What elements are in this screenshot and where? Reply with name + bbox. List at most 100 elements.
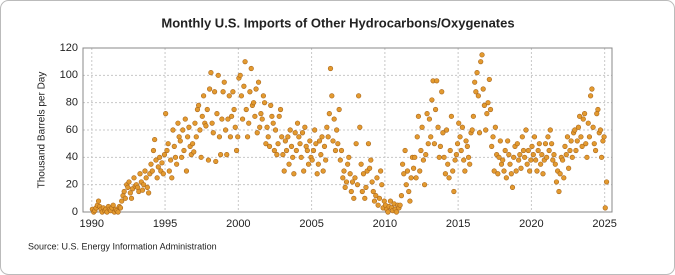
point [174,161,180,167]
point [159,160,165,166]
point [410,165,417,171]
point [205,157,212,163]
point [153,157,159,163]
point [171,143,177,149]
point [163,110,169,117]
point [170,127,176,133]
point [520,147,527,154]
point [474,69,480,76]
point [533,157,539,163]
point [589,86,595,92]
point [341,168,347,174]
point [166,168,172,174]
point [538,161,544,167]
point [585,120,591,126]
point [172,154,179,160]
point [484,110,490,117]
x-tick-label: 2010 [373,218,397,230]
point [476,130,483,136]
point [489,143,495,149]
point [536,141,542,147]
point [340,175,346,181]
x-tick-label: 2015 [446,218,470,230]
point [487,106,494,113]
point [285,134,291,140]
point [403,182,409,188]
point [196,102,202,108]
point [216,134,223,140]
point [121,188,127,195]
point [431,141,437,147]
point [442,171,448,177]
point [539,152,545,158]
point [567,147,573,154]
point [393,209,400,215]
point [592,147,599,154]
point [304,147,310,154]
point [379,182,385,188]
point [126,179,132,185]
point [428,134,434,140]
point [542,141,549,147]
point [323,157,329,163]
source-note: Source: U.S. Energy Information Administ… [28,241,217,251]
point [527,168,533,174]
point [277,106,284,113]
point [584,154,590,160]
point [146,190,152,196]
y-axis-label: Thousand Barrels per Day [37,72,48,189]
point [424,110,430,117]
point [316,138,323,144]
point [276,113,282,119]
point [293,147,299,154]
point [597,127,604,133]
point [225,116,231,122]
point [349,179,356,185]
point [509,184,516,190]
y-tick-label: 80 [66,97,78,109]
point [315,161,321,167]
point [226,93,232,99]
point [296,134,302,140]
point [297,141,303,147]
point [326,110,332,117]
point [281,168,287,174]
point [139,187,146,193]
point [230,89,236,95]
point [324,124,330,130]
point [268,102,274,108]
point [575,124,582,130]
point [412,154,418,160]
point [503,175,509,181]
point [258,110,264,117]
point [551,152,557,158]
point [241,83,247,89]
point [588,93,594,99]
point [450,168,456,174]
point [165,141,171,147]
point [564,134,571,140]
point [491,168,497,174]
point [131,175,137,181]
point [291,171,297,177]
point [209,120,215,126]
point [511,154,517,160]
point [371,198,378,204]
point [336,106,342,113]
point [347,171,353,177]
x-tick-label: 2000 [226,218,250,230]
point [222,127,229,133]
point [343,179,350,185]
point [519,134,525,140]
point [495,171,501,177]
point [531,134,538,140]
point [179,154,185,160]
point [239,116,246,122]
point [252,113,258,119]
point [508,171,514,177]
point [446,175,452,181]
point [562,143,568,149]
point [421,182,428,188]
point [141,182,147,188]
point [480,86,486,92]
